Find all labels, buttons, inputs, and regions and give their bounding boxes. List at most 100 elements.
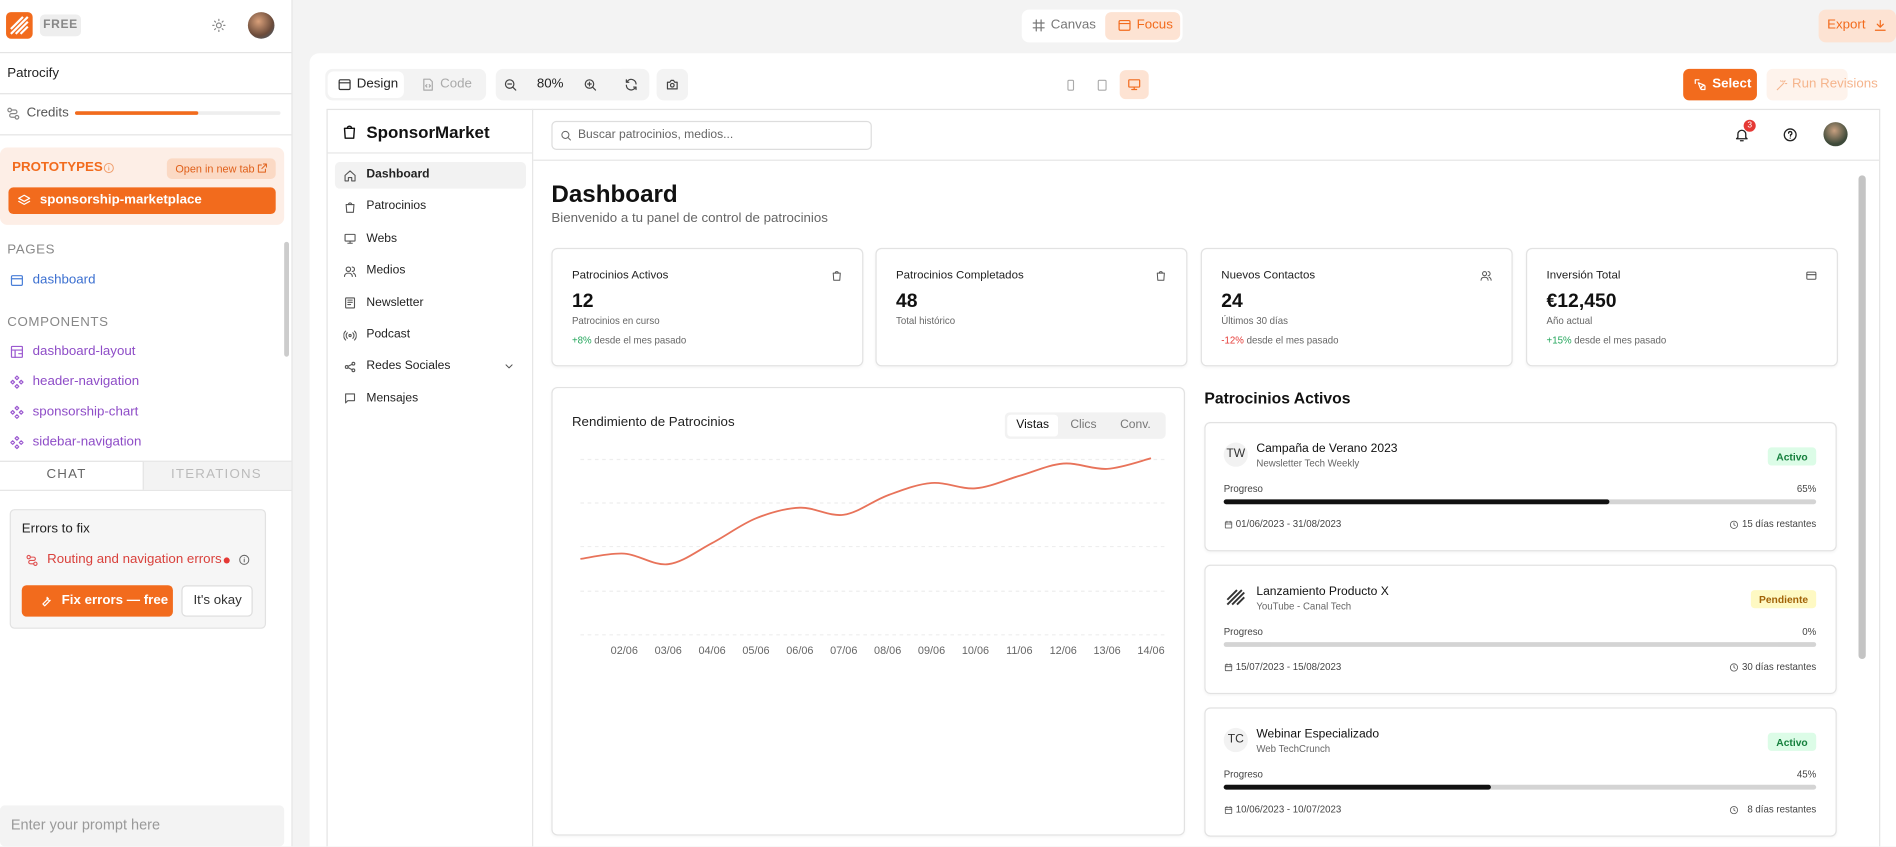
icon-part: [1224, 521, 1233, 529]
refresh-button[interactable]: [615, 68, 647, 101]
icon-part: [1729, 806, 1738, 815]
icon-part: [1783, 127, 1797, 141]
component-link[interactable]: header-navigation: [32, 374, 140, 389]
campaign-channel: YouTube - Canal Tech: [1256, 600, 1352, 612]
chart-tab[interactable]: Clics: [1070, 418, 1097, 432]
icon-part: [10, 405, 24, 419]
screenshot-button[interactable]: [656, 68, 689, 101]
component-link[interactable]: dashboard-layout: [32, 344, 136, 359]
nav-item[interactable]: Patrocinios: [366, 199, 427, 214]
error-item[interactable]: Routing and navigation errors: [47, 551, 222, 567]
icon: [10, 375, 25, 390]
icon: [624, 77, 639, 92]
dismiss-button[interactable]: [181, 585, 253, 617]
mode-option[interactable]: Design: [356, 76, 399, 92]
prompt-input[interactable]: [0, 805, 285, 847]
icon-part: [239, 554, 250, 565]
status-badge: [1767, 447, 1817, 466]
icon-part: [1729, 806, 1738, 815]
icon-part: [1694, 79, 1706, 91]
icon-part: [1787, 130, 1792, 139]
icon-part: [345, 202, 354, 213]
campaign-name: Campaña de Verano 2023: [1256, 442, 1398, 456]
stat-change: -12%: [1221, 334, 1244, 346]
prototype-button[interactable]: [8, 187, 276, 215]
icon-part: [1224, 520, 1233, 529]
component-link[interactable]: sidebar-navigation: [32, 434, 142, 450]
icon-part: [10, 275, 23, 286]
run-button[interactable]: [1766, 68, 1848, 101]
icon: [343, 296, 356, 309]
progress-bar: [1223, 784, 1491, 790]
campaign-dates: 15/07/2023 - 15/08/2023: [1235, 661, 1342, 673]
progress-label: Progreso: [1223, 769, 1263, 780]
campaign-initials: TC: [1227, 732, 1244, 747]
icon-part: [1131, 86, 1138, 91]
icon-part: [1226, 589, 1245, 606]
icon-part: [1224, 663, 1233, 668]
icon: [343, 264, 356, 277]
stat-value: €12,450: [1546, 291, 1617, 312]
divider: [0, 134, 292, 136]
plan-label: FREE: [43, 18, 78, 32]
icon-part: [350, 361, 355, 366]
chart-tab[interactable]: Vistas: [1016, 418, 1050, 432]
icon: [1873, 18, 1888, 33]
nav-item[interactable]: Dashboard: [366, 168, 430, 182]
status-label: Pendiente: [1758, 592, 1809, 605]
icon-part: [1806, 271, 1817, 280]
chart-tab[interactable]: Conv.: [1120, 418, 1151, 432]
export-button[interactable]: [1818, 9, 1896, 43]
icon: [1224, 805, 1234, 815]
nav-item[interactable]: Podcast: [366, 327, 411, 341]
view-option[interactable]: Canvas: [1050, 17, 1096, 33]
errors-title: Errors to fix: [21, 521, 90, 537]
nav-item[interactable]: Redes Sociales: [366, 359, 451, 373]
x-tick-label: 11/06: [1006, 645, 1032, 657]
view-option[interactable]: Focus: [1136, 17, 1173, 33]
icon-part: [257, 163, 267, 173]
campaign-card: [1204, 564, 1837, 695]
campaign-dates: 10/06/2023 - 10/07/2023: [1235, 804, 1342, 815]
icon-part: [18, 200, 31, 205]
stat-card: [1200, 247, 1513, 367]
icon: [342, 328, 357, 341]
campaign-card: [1204, 707, 1837, 837]
icon-part: [343, 234, 355, 242]
tab[interactable]: CHAT: [46, 467, 87, 482]
icon-part: [1697, 82, 1705, 90]
tab[interactable]: ITERATIONS: [170, 467, 262, 482]
campaign-remaining: 15 días restantes: [1741, 518, 1817, 530]
select-button[interactable]: [1683, 68, 1757, 101]
preview-sidebar: [326, 108, 534, 847]
campaign-logo: [1225, 588, 1247, 607]
icon: [503, 77, 518, 92]
nav-item[interactable]: Mensajes: [366, 391, 419, 405]
open-tab-button[interactable]: [166, 158, 276, 179]
stat-card: [1525, 247, 1838, 367]
component-link[interactable]: sponsorship-chart: [32, 404, 139, 419]
icon-part: [10, 435, 24, 450]
nav-item[interactable]: Medios: [366, 263, 406, 278]
icon-part: [1806, 271, 1817, 280]
search-box[interactable]: [551, 120, 872, 150]
run-label: Run Revisions: [1792, 76, 1878, 92]
icon-part: [832, 271, 841, 281]
fix-button[interactable]: [21, 585, 173, 617]
mode-option[interactable]: Code: [440, 76, 472, 92]
progress-value: 0%: [1802, 626, 1817, 638]
page-link[interactable]: dashboard: [32, 272, 96, 288]
nav-item[interactable]: Newsletter: [366, 295, 424, 310]
icon: [421, 77, 436, 92]
focus-active: [1105, 12, 1181, 40]
icon: [256, 162, 268, 174]
icon: [343, 201, 356, 214]
icon-part: [625, 78, 637, 91]
status-badge: [1750, 590, 1817, 609]
campaign-initials: TW: [1226, 447, 1246, 461]
icon-part: [103, 163, 114, 174]
icon-part: [338, 79, 351, 91]
user-avatar: [247, 12, 275, 39]
nav-item[interactable]: Webs: [366, 231, 398, 246]
